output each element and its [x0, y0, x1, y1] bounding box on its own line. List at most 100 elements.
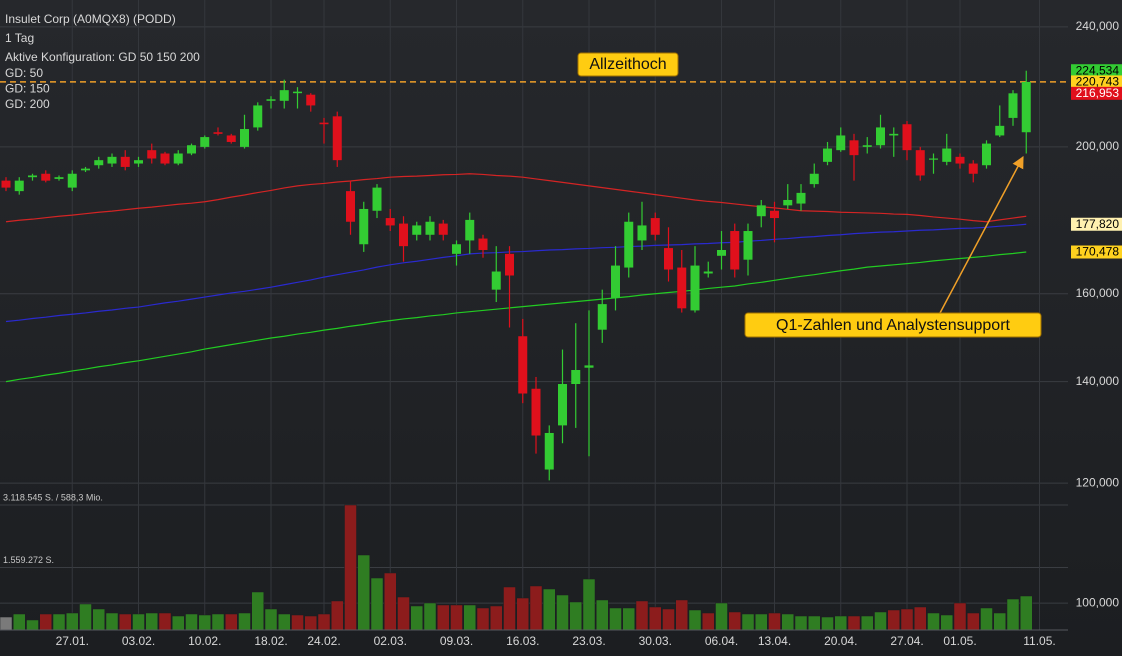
volume-bar: [649, 606, 662, 631]
volume-bar: [105, 612, 119, 631]
candle-body: [876, 127, 885, 146]
candle-body: [571, 370, 581, 385]
candle-body: [372, 187, 382, 211]
y-tick-label: 240,000: [1076, 19, 1120, 33]
volume-bar: [741, 613, 755, 631]
x-tick-label: 24.02.: [307, 634, 340, 648]
candle-body: [359, 208, 369, 245]
price-marker: [1071, 217, 1122, 231]
x-tick-label: 13.04.: [758, 634, 791, 648]
volume-tick-label: 3.118.545 S. / 588,3 Mio.: [3, 492, 103, 502]
candle-body: [703, 271, 713, 274]
price-marker-label: 216,953: [1076, 86, 1120, 100]
price-marker: [1071, 64, 1122, 78]
volume-bar: [211, 613, 225, 631]
candle-body: [664, 248, 673, 270]
candle-body: [41, 173, 51, 181]
volume-bar: [476, 607, 490, 631]
candle-body: [624, 221, 634, 268]
volume-bar: [900, 608, 914, 631]
legend-entry: GD: 50: [5, 66, 43, 80]
candle-body: [558, 384, 567, 426]
volume-bar: [808, 615, 821, 631]
volume-bar: [450, 604, 463, 631]
x-tick-label: 16.03.: [506, 634, 539, 648]
price-marker-label: 170,478: [1076, 245, 1120, 259]
candle-body: [240, 129, 249, 147]
volume-bar: [728, 611, 741, 631]
candle-body: [730, 231, 740, 270]
volume-bar: [834, 615, 847, 631]
volume-panel: [0, 504, 1033, 631]
volume-bar: [423, 602, 437, 631]
volume-bar: [993, 612, 1006, 631]
volume-bar: [635, 600, 649, 631]
volume-bar: [437, 604, 450, 631]
y-tick-label: 160,000: [1076, 286, 1120, 300]
axis: 240,000 200,000 160,000 140,000 120,000 100,0…: [0, 19, 1122, 648]
volume-bar: [529, 585, 543, 631]
candle-body: [929, 158, 938, 160]
volume-bar: [251, 591, 264, 631]
candle-body: [54, 177, 64, 179]
volume-bar: [755, 613, 768, 631]
x-tick-label: 23.03.: [572, 634, 605, 648]
candle-body: [531, 388, 541, 436]
volume-bar: [596, 599, 609, 631]
candle-body: [611, 265, 620, 298]
ma-line: [5, 223, 1027, 323]
candle-body: [796, 192, 806, 204]
volume-bar: [410, 605, 423, 631]
volume-bar: [238, 612, 251, 631]
price-marker-label: 224,534: [1076, 63, 1120, 77]
x-tick-label: 20.04.: [824, 634, 857, 648]
candle-body: [306, 94, 316, 106]
volume-bar: [702, 612, 715, 631]
annotation-box: [577, 52, 679, 77]
volume-bar: [463, 604, 476, 631]
volume-bar: [980, 607, 993, 631]
volume-bar: [26, 619, 39, 631]
candle-body: [836, 135, 846, 151]
volume-bar: [185, 613, 198, 631]
candles: [1, 70, 1031, 481]
volume-bar: [688, 609, 702, 631]
candle-body: [266, 99, 276, 101]
y-tick-label: 120,000: [1076, 475, 1120, 489]
volume-bar: [198, 614, 211, 631]
moving-averages: [0, 81, 1068, 383]
candle-body: [173, 153, 183, 164]
candle-body: [743, 231, 753, 260]
volume-bar: [39, 613, 52, 631]
volume-bar: [967, 612, 980, 631]
candle-body: [968, 163, 978, 174]
candle-body: [425, 221, 435, 235]
y-tick-label: 100,000: [1076, 595, 1120, 609]
volume-bar: [304, 615, 317, 631]
candle-body: [226, 135, 236, 142]
candle-body: [1, 180, 11, 188]
annotation-text: Allzeithoch: [589, 56, 666, 73]
x-tick-label: 18.02.: [254, 634, 287, 648]
candle-body: [332, 116, 342, 161]
candle-body: [319, 122, 329, 125]
candle-body: [120, 156, 130, 167]
candle-body: [279, 90, 289, 101]
volume-bar: [79, 603, 92, 631]
candle-body: [187, 145, 196, 154]
candle-body: [134, 160, 143, 164]
config-label: Aktive Konfiguration: GD 50 150 200: [5, 50, 200, 64]
candle-body: [465, 219, 475, 241]
candle-body: [452, 244, 461, 254]
candle-body: [293, 91, 302, 94]
volume-bar: [291, 614, 304, 631]
volume-bar: [370, 577, 384, 631]
x-tick-label: 27.01.: [56, 634, 89, 648]
volume-bar: [543, 588, 556, 631]
x-tick-label: 06.04.: [705, 634, 738, 648]
candle-body: [14, 180, 24, 192]
candle-body: [438, 223, 448, 235]
volume-bar: [1006, 598, 1020, 631]
volume-bar: [715, 602, 728, 631]
volume-bar: [158, 612, 172, 631]
